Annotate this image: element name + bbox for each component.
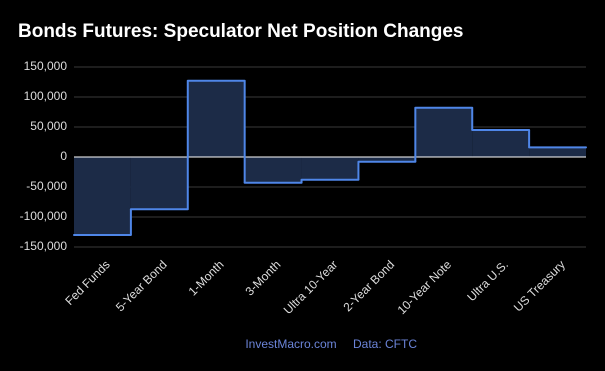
- source-site: InvestMacro.com: [245, 337, 336, 351]
- step-area: [301, 157, 359, 180]
- y-tick-label: 100,000: [24, 89, 68, 103]
- y-tick-label: -100,000: [20, 209, 68, 223]
- y-tick-label: 150,000: [24, 59, 68, 73]
- x-tick-label: Ultra 10-Year: [281, 257, 341, 317]
- step-area: [472, 130, 530, 157]
- x-tick-label: 3-Month: [242, 257, 283, 298]
- x-tick-label: 10-Year Note: [395, 257, 455, 317]
- step-area: [415, 107, 473, 157]
- source-data: Data: CFTC: [353, 337, 417, 351]
- step-area: [358, 157, 416, 162]
- x-tick-label: US Treasury: [511, 257, 568, 314]
- step-area: [244, 157, 302, 183]
- y-tick-label: -50,000: [26, 179, 67, 193]
- x-tick-label: Fed Funds: [62, 257, 112, 307]
- y-tick-label: 0: [60, 149, 67, 163]
- x-tick-label: 1-Month: [186, 257, 227, 298]
- chart-title: Bonds Futures: Speculator Net Position C…: [18, 21, 464, 42]
- step-area: [74, 157, 131, 235]
- x-tick-label: 2-Year Bond: [340, 257, 397, 314]
- x-tick-label: Ultra U.S.: [464, 257, 511, 304]
- step-area: [529, 147, 586, 157]
- step-area: [130, 157, 188, 210]
- y-tick-label: 50,000: [30, 119, 67, 133]
- step-area: [187, 80, 245, 157]
- y-tick-label: -150,000: [20, 239, 68, 253]
- x-tick-label: 5-Year Bond: [113, 257, 170, 314]
